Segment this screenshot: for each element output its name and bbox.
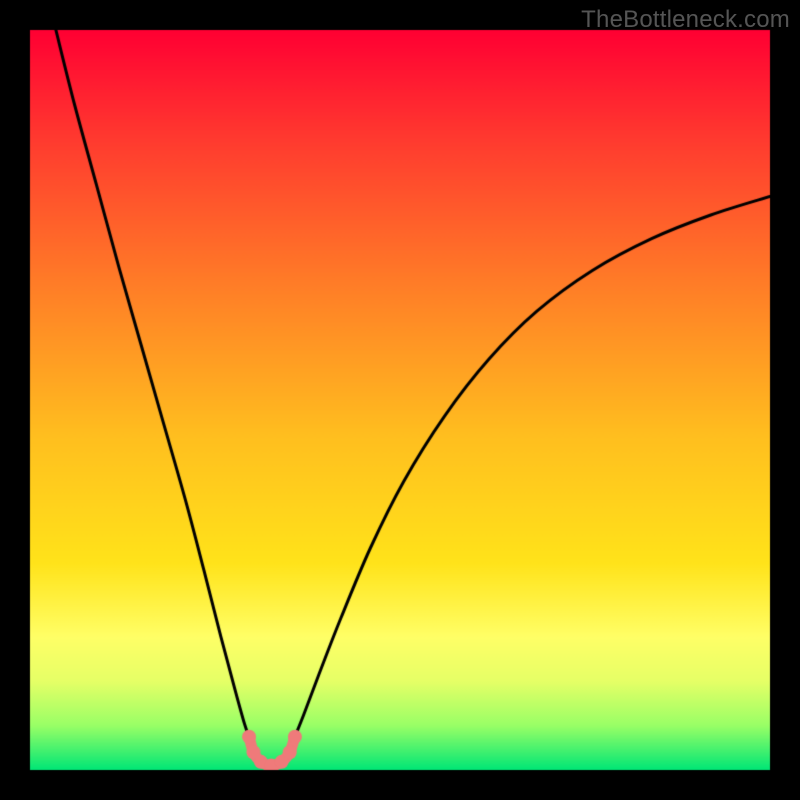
watermark-text: TheBottleneck.com: [581, 6, 790, 34]
bottleneck-chart: [0, 0, 800, 800]
